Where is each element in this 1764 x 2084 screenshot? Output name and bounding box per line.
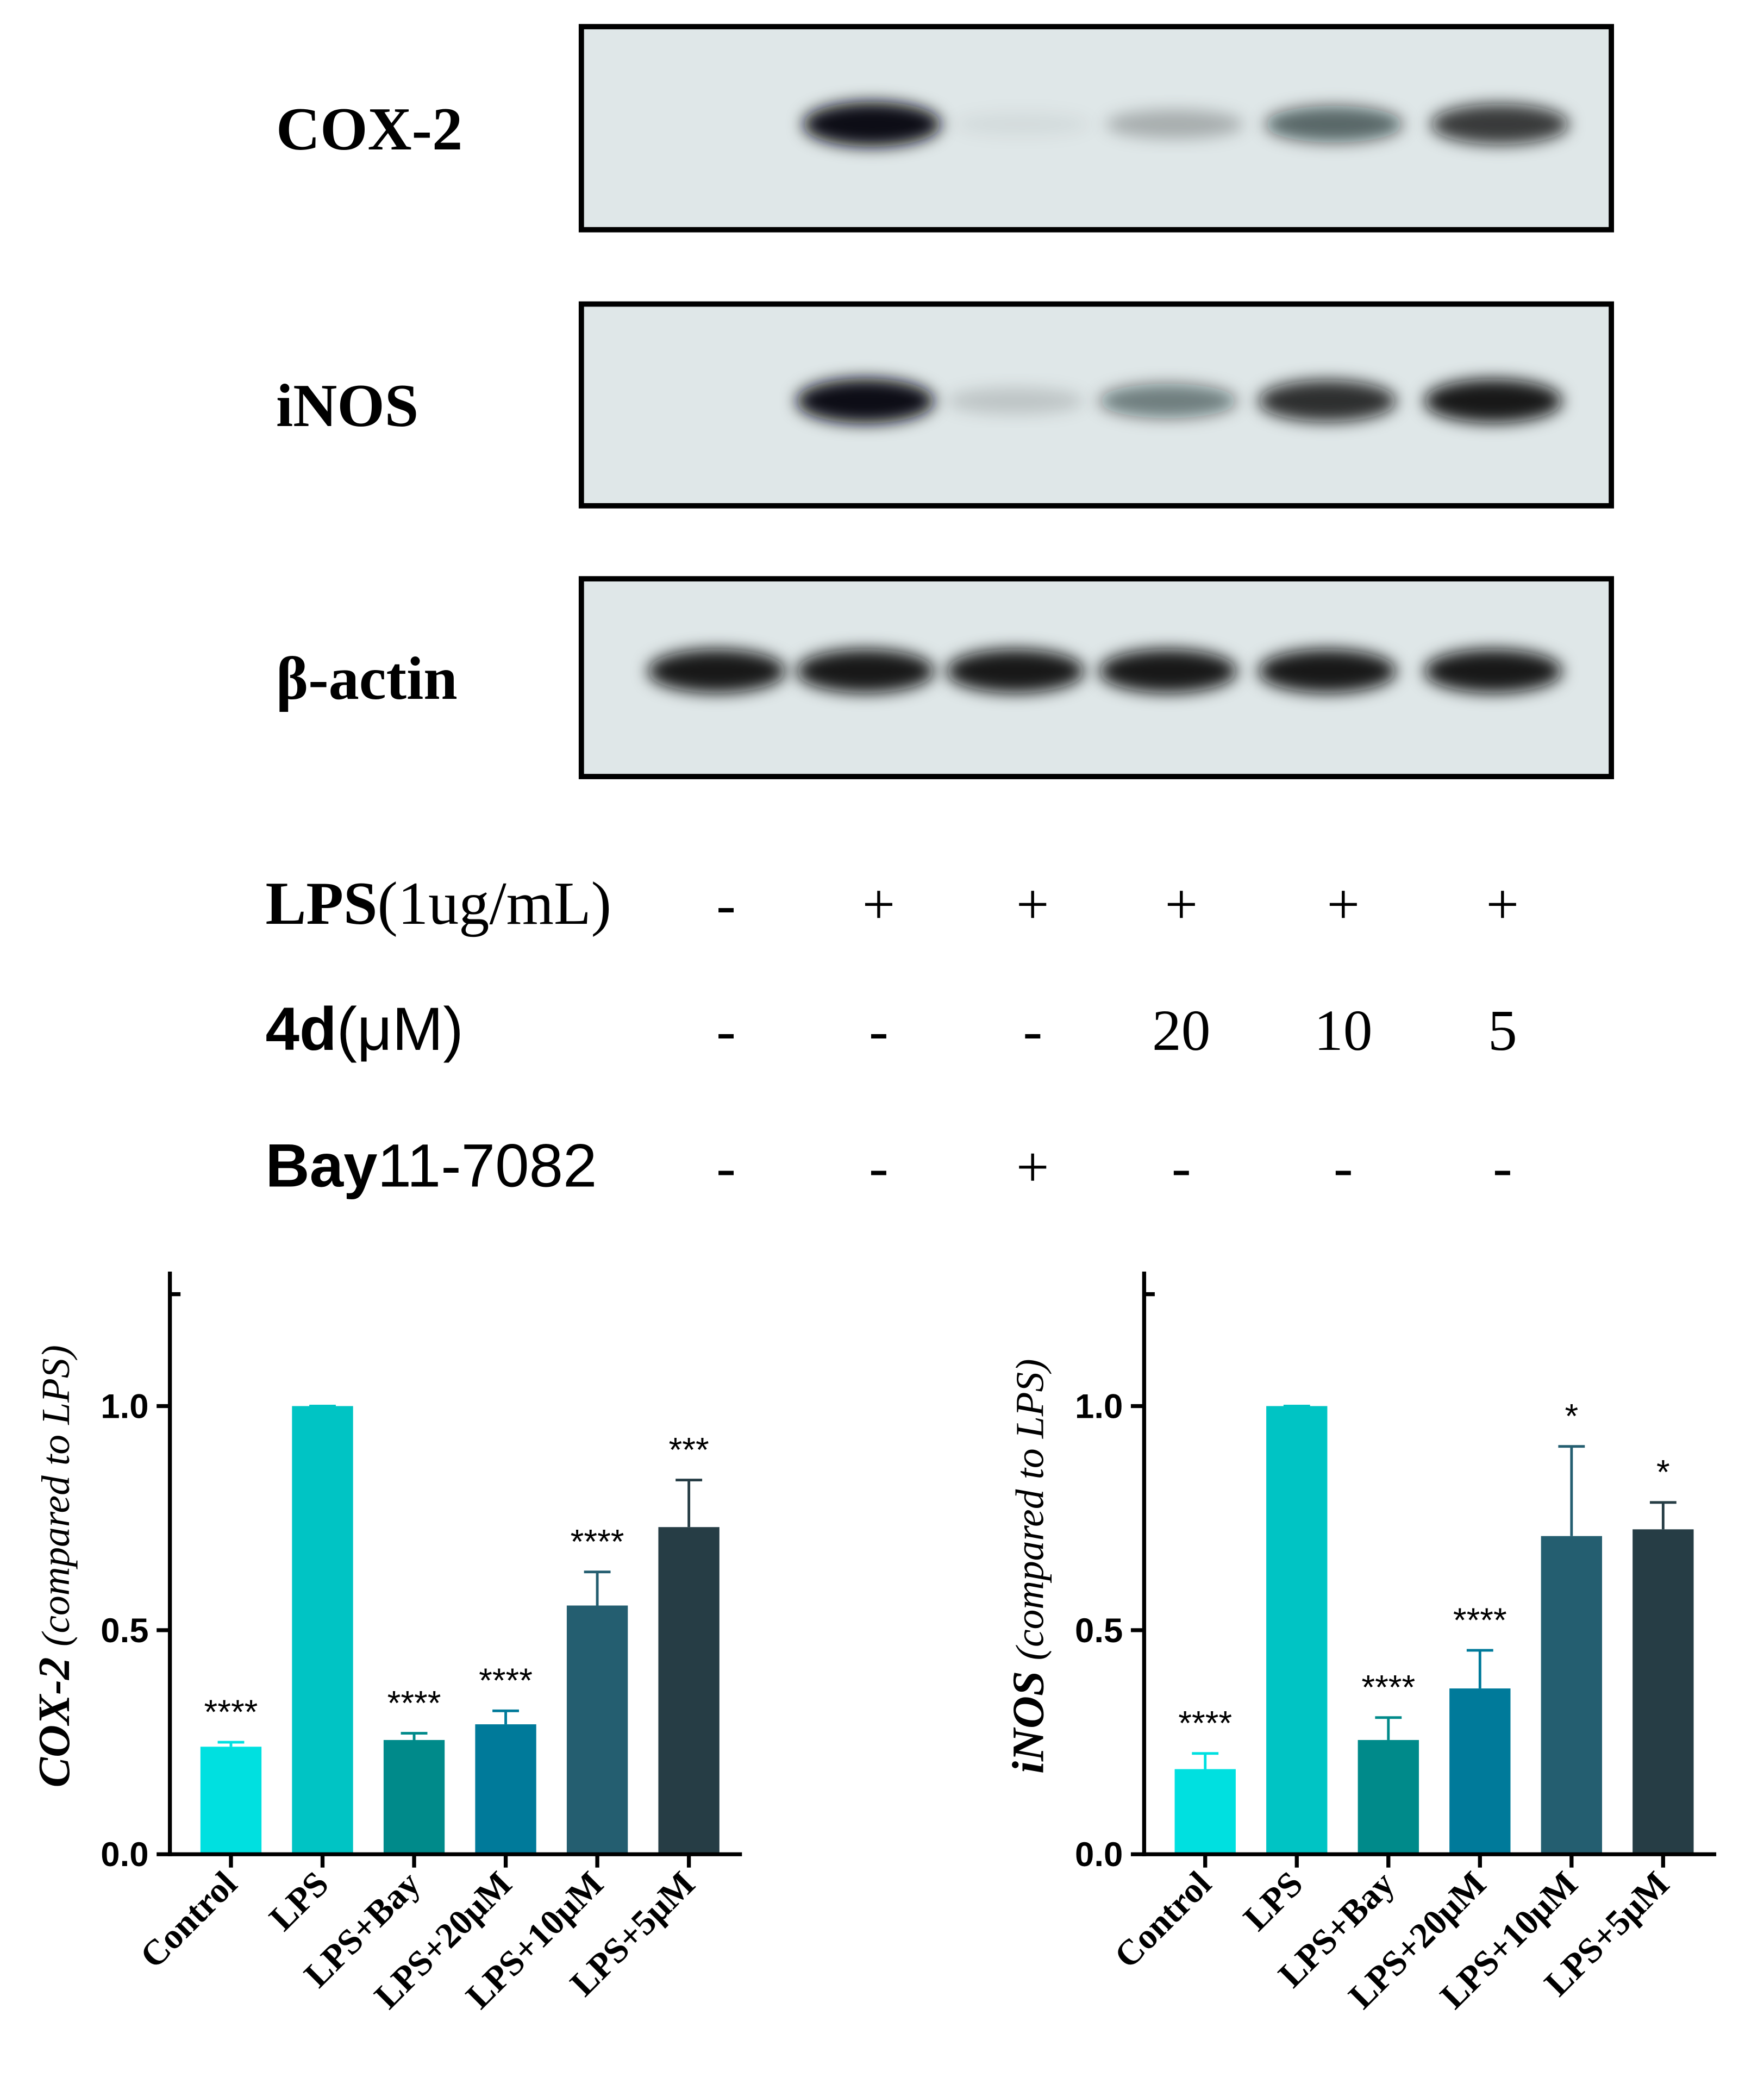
bar	[1449, 1688, 1511, 1855]
band	[1265, 105, 1403, 143]
y-axis-label-note: (compared to LPS)	[34, 1345, 78, 1647]
protein-label: β-actin	[276, 645, 458, 712]
significance-label: ****	[571, 1523, 624, 1561]
significance-label: ****	[1453, 1601, 1507, 1639]
treatment-label: 4d(μM)	[265, 994, 463, 1063]
significance-label: *	[1656, 1454, 1670, 1492]
significance-label: ****	[387, 1684, 441, 1722]
bar	[1358, 1739, 1419, 1855]
treatment-cell: -	[1172, 1135, 1191, 1200]
bar	[1541, 1536, 1603, 1855]
band	[1105, 109, 1244, 139]
y-tick-label: 0.5	[101, 1612, 148, 1650]
treatment-name: 4d	[265, 994, 336, 1063]
treatment-cell: +	[1016, 1135, 1049, 1200]
band	[1424, 379, 1562, 423]
band	[1424, 649, 1562, 693]
band	[1430, 103, 1569, 145]
bar	[200, 1747, 262, 1855]
treatment-unit: (1ug/mL)	[378, 870, 612, 937]
x-tick-label: Control	[1107, 1864, 1219, 1976]
bar	[658, 1527, 720, 1855]
significance-label: ****	[1178, 1704, 1232, 1742]
band	[1099, 384, 1237, 418]
significance-label: ****	[204, 1693, 258, 1731]
treatment-unit: 11-7082	[378, 1131, 597, 1200]
significance-label: *	[1565, 1398, 1578, 1436]
band	[796, 378, 935, 424]
band	[953, 111, 1091, 137]
treatment-cell: -	[716, 998, 736, 1063]
treatment-cell: -	[1023, 998, 1042, 1063]
x-tick-label: Control	[133, 1864, 245, 1976]
treatment-cell: +	[1016, 872, 1049, 937]
treatment-unit: (μM)	[337, 994, 464, 1063]
significance-label: ****	[1361, 1669, 1415, 1707]
treatment-cell: -	[716, 1135, 736, 1200]
treatment-cell: -	[716, 872, 736, 937]
bar	[1266, 1406, 1328, 1855]
band	[647, 649, 786, 693]
y-tick-label: 1.0	[101, 1387, 148, 1425]
protein-label: COX-2	[276, 96, 462, 163]
band	[1258, 649, 1397, 693]
treatment-cell: +	[862, 872, 896, 937]
bar	[383, 1739, 445, 1855]
treatment-cell: 20	[1152, 998, 1210, 1063]
y-axis-label-main: COX-2	[29, 1657, 79, 1788]
treatment-name: LPS	[265, 870, 377, 937]
treatment-cell: -	[869, 1135, 889, 1200]
treatment-cell: +	[1165, 872, 1198, 937]
y-axis-label-note: (compared to LPS)	[1008, 1359, 1052, 1660]
y-axis-label-main: iNOS	[1003, 1671, 1053, 1774]
bar	[1632, 1529, 1694, 1855]
y-tick-label: 1.0	[1075, 1387, 1123, 1425]
x-tick-label: LPS	[1236, 1864, 1310, 1938]
band	[803, 102, 941, 147]
y-tick-label: 0.0	[101, 1836, 148, 1874]
band	[1099, 649, 1237, 693]
treatment-cell: -	[1334, 1135, 1353, 1200]
x-tick-label: LPS	[262, 1864, 336, 1938]
significance-label: ****	[479, 1662, 533, 1700]
treatment-label: LPS(1ug/mL)	[265, 870, 611, 937]
treatment-label: Bay11-7082	[265, 1131, 597, 1200]
treatment-cell: 10	[1314, 998, 1372, 1063]
bar	[1174, 1769, 1236, 1855]
protein-label: iNOS	[276, 372, 418, 440]
significance-label: ***	[669, 1431, 709, 1469]
band	[796, 649, 935, 693]
bar	[475, 1724, 536, 1855]
treatment-cell: 5	[1488, 998, 1517, 1063]
y-tick-label: 0.0	[1075, 1836, 1123, 1874]
treatment-name: Bay	[265, 1131, 377, 1200]
y-axis-label: iNOS (compared to LPS)	[1003, 1359, 1053, 1774]
bar	[566, 1605, 628, 1855]
band	[946, 387, 1085, 415]
band	[946, 649, 1085, 693]
y-tick-label: 0.5	[1075, 1612, 1123, 1650]
treatment-cell: +	[1327, 872, 1360, 937]
treatment-cell: +	[1486, 872, 1519, 937]
y-axis-label: COX-2 (compared to LPS)	[29, 1345, 79, 1787]
treatment-cell: -	[869, 998, 889, 1063]
bar	[292, 1406, 353, 1855]
band	[1258, 380, 1397, 422]
treatment-cell: -	[1493, 1135, 1512, 1200]
